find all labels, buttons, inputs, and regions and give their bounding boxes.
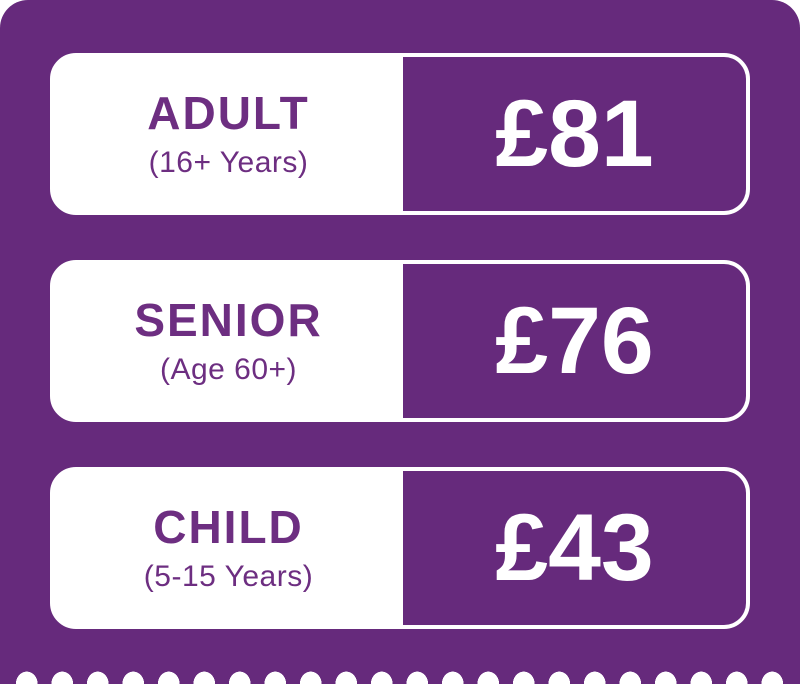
tier-name: ADULT [147,87,310,140]
price-card-adult: ADULT (16+ Years) £81 [50,53,750,215]
tier-name: CHILD [153,501,304,554]
tier-price: £43 [403,471,746,625]
tier-price: £81 [403,57,746,211]
child-label-section: CHILD (5-15 Years) [54,471,403,625]
tier-age-range: (Age 60+) [159,352,298,386]
tier-age-range: (5-15 Years) [143,559,314,593]
senior-label-section: SENIOR (Age 60+) [54,264,403,418]
price-card-child: CHILD (5-15 Years) £43 [50,467,750,629]
tier-name: SENIOR [134,294,323,347]
ticket-scallop-edge [9,671,790,684]
adult-label-section: ADULT (16+ Years) [54,57,403,211]
tier-price: £76 [403,264,746,418]
tier-age-range: (16+ Years) [148,145,309,179]
price-card-senior: SENIOR (Age 60+) £76 [50,260,750,422]
